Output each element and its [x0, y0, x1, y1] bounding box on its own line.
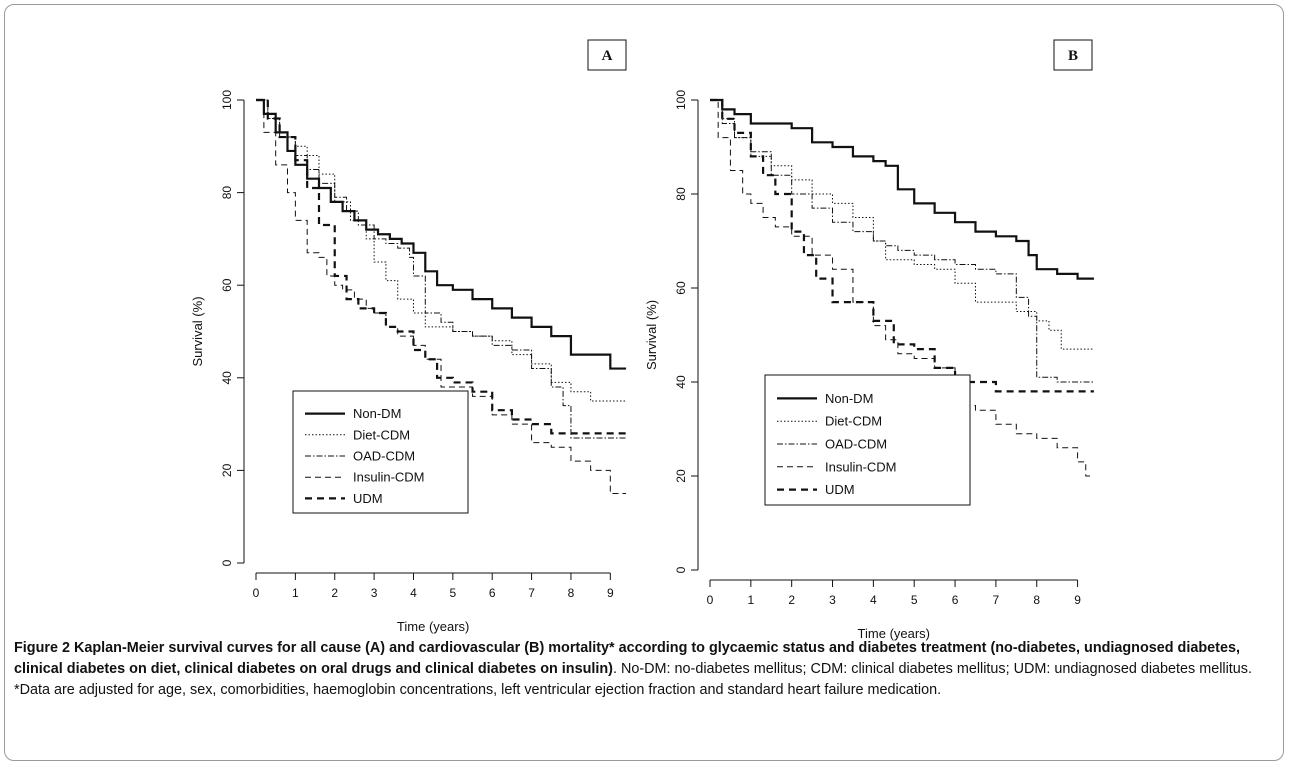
y-tick-label: 80 — [220, 186, 234, 200]
x-axis-label: Time (years) — [397, 619, 469, 634]
x-tick-label: 7 — [528, 586, 535, 600]
figure-caption: Figure 2 Kaplan-Meier survival curves fo… — [14, 638, 1276, 701]
y-tick-label: 20 — [674, 469, 688, 483]
legend-label: UDM — [825, 482, 855, 497]
chart-panel-b: B 0 20 40 60 80 100 Survival (%) 0 1 2 3 4 5 6 7 8 9 Time … — [644, 39, 1094, 641]
y-tick-label: 0 — [220, 559, 234, 566]
panel-letter-frame — [1053, 39, 1093, 71]
panel-letter-box: A — [587, 39, 627, 71]
y-tick-label: 100 — [674, 90, 688, 110]
x-tick-label: 4 — [870, 593, 877, 607]
x-tick-label: 8 — [1033, 593, 1040, 607]
x-tick-label: 3 — [829, 593, 836, 607]
x-tick-label: 2 — [331, 586, 338, 600]
legend-label: UDM — [353, 491, 383, 506]
caption-body: . No-DM: no-diabetes mellitus; CDM: clin… — [14, 661, 1253, 698]
chart-panel-a: A 0 20 40 60 80 100 Survival (%) 0 1 2 3 4 5 6 7 8 9 Time … — [190, 39, 627, 634]
panel-letter-frame — [587, 39, 627, 71]
x-tick-label: 9 — [1074, 593, 1081, 607]
x-tick-label: 1 — [292, 586, 299, 600]
legend-label: OAD-CDM — [825, 437, 887, 452]
panel-letter-box: B — [1053, 39, 1093, 71]
x-axis-label: Time (years) — [858, 626, 930, 641]
legend-label: Diet-CDM — [825, 414, 882, 429]
legend: Non-DM Diet-CDM OAD-CDM Insulin-CDM UDM — [764, 374, 971, 506]
panel-letter: A — [602, 48, 613, 64]
series-line-insulin-cdm — [710, 99, 1094, 477]
figure-frame — [4, 4, 1284, 761]
series-line-non-dm — [256, 98, 627, 370]
y-tick-label: 60 — [674, 281, 688, 295]
series-line-diet-cdm — [256, 99, 627, 402]
x-tick-label: 9 — [607, 586, 614, 600]
panel-letter: B — [1068, 48, 1078, 64]
series-line-udm — [256, 98, 627, 435]
series-line-oad-cdm — [710, 99, 1094, 383]
legend-label: OAD-CDM — [353, 449, 415, 464]
x-tick-label: 5 — [911, 593, 918, 607]
x-tick-label: 1 — [747, 593, 754, 607]
legend-label: Non-DM — [825, 391, 873, 406]
y-tick-label: 20 — [220, 463, 234, 477]
series-line-diet-cdm — [710, 99, 1094, 350]
series-line-udm — [710, 98, 1094, 393]
x-tick-label: 7 — [993, 593, 1000, 607]
legend-label: Diet-CDM — [353, 427, 410, 442]
series-line-insulin-cdm — [256, 99, 627, 495]
y-tick-label: 0 — [674, 566, 688, 573]
series-line-oad-cdm — [256, 99, 627, 439]
y-axis-label: Survival (%) — [644, 300, 659, 370]
y-tick-label: 80 — [674, 187, 688, 201]
x-tick-label: 4 — [410, 586, 417, 600]
x-tick-label: 2 — [788, 593, 795, 607]
legend-label: Insulin-CDM — [353, 470, 425, 485]
y-tick-label: 100 — [220, 90, 234, 110]
series-line-non-dm — [710, 98, 1094, 280]
legend-box — [292, 390, 469, 514]
x-tick-label: 0 — [707, 593, 714, 607]
y-tick-label: 40 — [220, 371, 234, 385]
legend: Non-DM Diet-CDM OAD-CDM Insulin-CDM UDM — [292, 390, 469, 514]
x-tick-label: 0 — [253, 586, 260, 600]
y-axis-label: Survival (%) — [190, 296, 205, 366]
legend-label: Non-DM — [353, 406, 401, 421]
legend-label: Insulin-CDM — [825, 459, 897, 474]
x-tick-label: 6 — [489, 586, 496, 600]
x-tick-label: 3 — [371, 586, 378, 600]
legend-box — [764, 374, 971, 506]
caption-title: Figure 2 Kaplan-Meier survival curves fo… — [14, 640, 1240, 677]
y-tick-label: 40 — [674, 375, 688, 389]
x-tick-label: 8 — [568, 586, 575, 600]
x-tick-label: 5 — [449, 586, 456, 600]
x-tick-label: 6 — [952, 593, 959, 607]
y-tick-label: 60 — [220, 278, 234, 292]
